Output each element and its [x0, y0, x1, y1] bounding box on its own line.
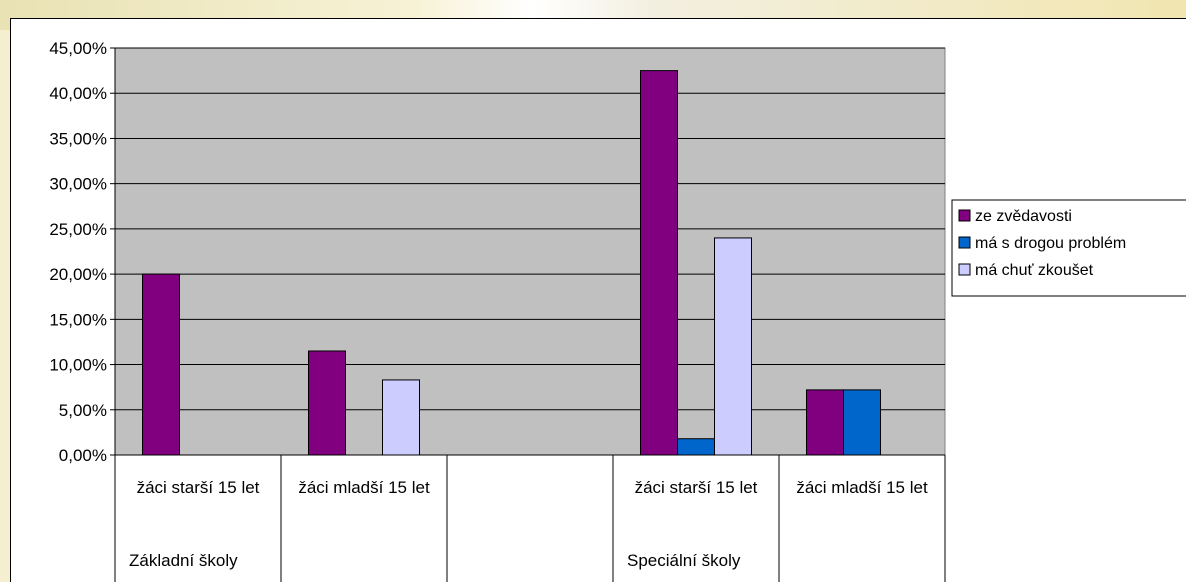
group-label: Základní školy: [129, 551, 238, 570]
bar: [714, 237, 752, 456]
group-label: Speciální školy: [627, 551, 741, 570]
plot-area: [114, 47, 946, 456]
bar: [640, 70, 678, 456]
y-tick-label: 15,00%: [49, 310, 107, 329]
category-label: žáci starší 15 let: [635, 478, 758, 497]
y-tick-label: 25,00%: [49, 220, 107, 239]
legend-swatch: [958, 209, 971, 222]
bar: [142, 273, 180, 456]
legend-label: má chuť zkoušet: [975, 262, 1094, 279]
y-tick-label: 10,00%: [49, 356, 107, 375]
bar: [308, 350, 346, 456]
y-tick-label: 40,00%: [49, 84, 107, 103]
category-label: žáci mladší 15 let: [796, 478, 928, 497]
legend-box: [951, 199, 1186, 297]
legend-label: má s drogou problém: [975, 235, 1126, 252]
bar-chart: 0,00% 5,00% 10,00% 15,00% 20,00% 25,00% 30,00%…: [49, 39, 1186, 582]
bar: [843, 389, 881, 456]
category-label: žáci starší 15 let: [137, 478, 260, 497]
y-tick-label: 5,00%: [59, 401, 107, 420]
legend-swatch: [958, 236, 971, 249]
legend-label: ze zvědavosti: [975, 208, 1072, 225]
y-tick-label: 20,00%: [49, 265, 107, 284]
bar: [382, 379, 420, 456]
bar: [806, 389, 844, 456]
bar: [677, 438, 715, 456]
y-tick-label: 30,00%: [49, 175, 107, 194]
y-tick-label: 0,00%: [59, 446, 107, 465]
chart-frame: 0,00% 5,00% 10,00% 15,00% 20,00% 25,00% 30,00%…: [10, 18, 1186, 582]
category-label: žáci mladší 15 let: [298, 478, 430, 497]
y-tick-label: 45,00%: [49, 39, 107, 58]
y-tick-label: 35,00%: [49, 129, 107, 148]
legend-swatch: [958, 263, 971, 276]
